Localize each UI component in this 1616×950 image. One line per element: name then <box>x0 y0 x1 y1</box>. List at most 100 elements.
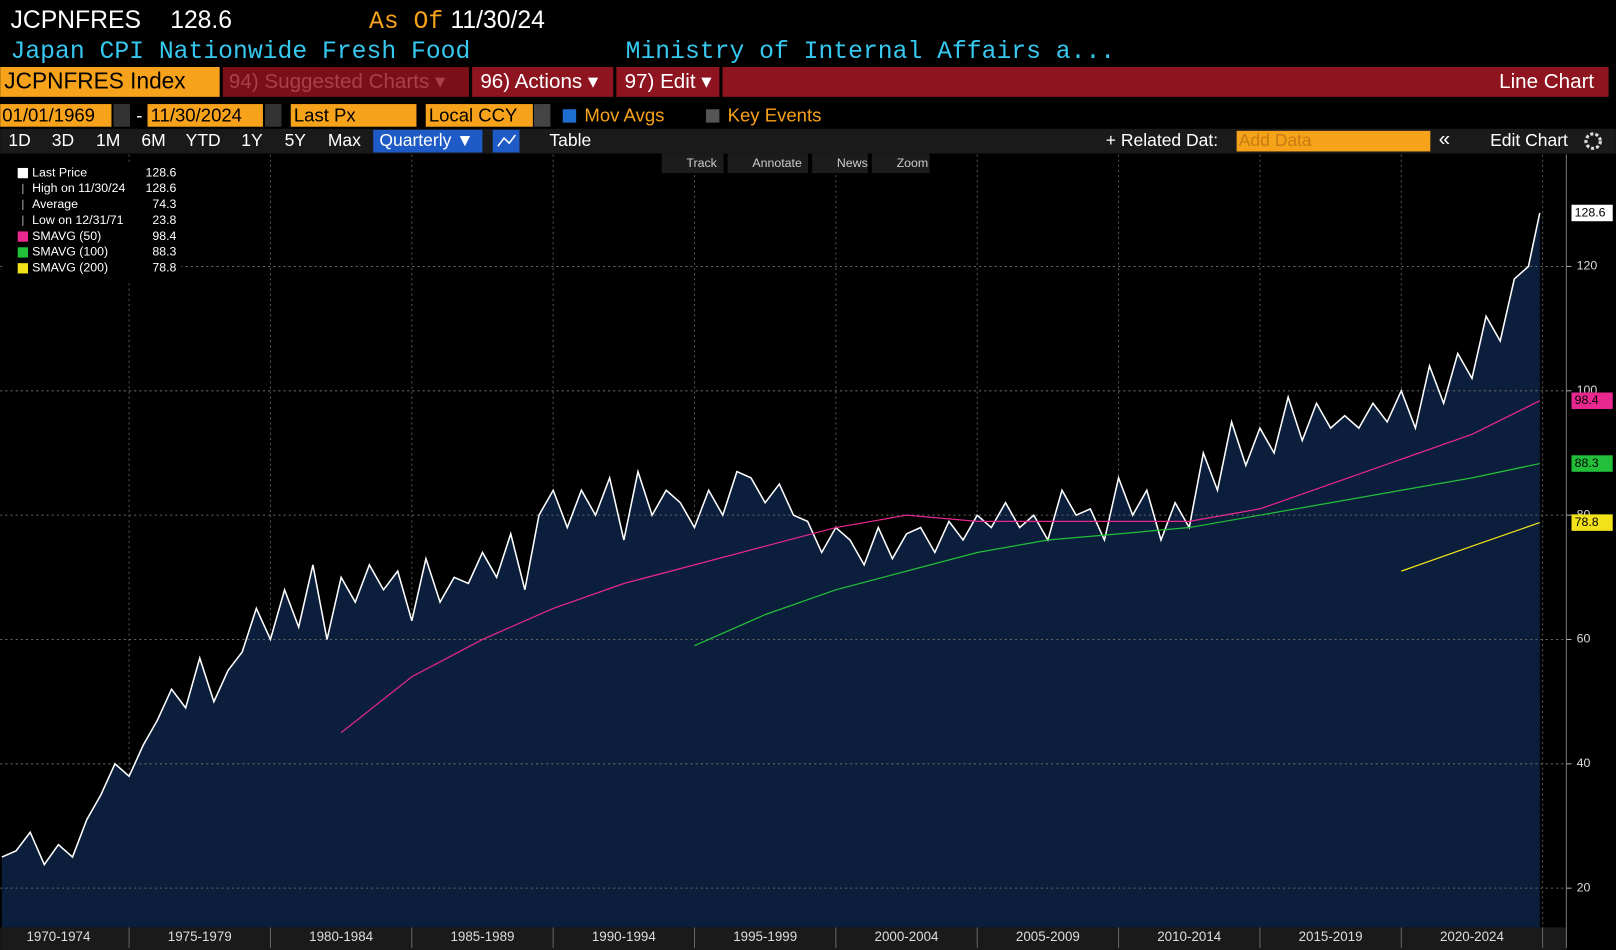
currency-select[interactable] <box>425 104 533 127</box>
legend-swatch <box>17 231 29 242</box>
series-line <box>1 212 1541 867</box>
legend-swatch <box>17 247 29 258</box>
series-line <box>1401 522 1540 572</box>
y-tick-label: 60 <box>1577 632 1591 646</box>
chart-type: Line Chart <box>1499 70 1594 93</box>
price-tag <box>1571 392 1613 409</box>
collapse-button[interactable]: « <box>1439 128 1450 151</box>
area-fill <box>1 212 1540 928</box>
legend-value: 128.6 <box>145 165 176 179</box>
end-date-field[interactable] <box>147 104 263 127</box>
x-tick-label: 2020-2024 <box>1440 929 1505 944</box>
price-tag-label: 78.8 <box>1575 515 1599 529</box>
chart-icon-glyph <box>497 134 516 147</box>
key-events-label: Key Events <box>728 104 822 125</box>
y-tick-label: 120 <box>1577 259 1598 273</box>
tool-button[interactable] <box>661 153 724 174</box>
security-name: Japan CPI Nationwide Fresh Food <box>10 38 470 66</box>
y-tick-label: 20 <box>1577 880 1591 894</box>
period-button[interactable]: 5Y <box>285 130 307 150</box>
legend-label: SMAVG (50) <box>32 229 101 243</box>
start-date: 01/01/1969 <box>2 104 95 125</box>
tool-button[interactable] <box>812 153 868 174</box>
last-price: 128.6 <box>170 7 232 34</box>
dropdown-arrow[interactable] <box>533 104 551 127</box>
edit-button[interactable] <box>616 66 720 97</box>
frequency-text: Quarterly ▼ <box>379 130 473 150</box>
currency-text: Local CCY <box>429 104 518 125</box>
y-tick-label: 40 <box>1577 756 1591 770</box>
x-tick-label: 2015-2019 <box>1299 929 1363 944</box>
tool-button[interactable] <box>727 153 808 174</box>
period-button[interactable]: 6M <box>141 130 165 150</box>
actions-text: 96) Actions ▾ <box>480 70 599 93</box>
as-of-label: As Of <box>369 8 443 36</box>
tool-label: Zoom <box>897 156 929 170</box>
period-button[interactable]: Max <box>328 130 361 150</box>
security-field[interactable] <box>0 66 220 97</box>
edit-chart-button[interactable]: Edit Chart <box>1490 130 1568 150</box>
legend-value: 78.8 <box>152 261 176 275</box>
legend: Last Price 128.6 High on 11/30/24 128.6 Aver… <box>2 162 182 281</box>
legend-value: 128.6 <box>145 181 176 195</box>
legend-value: 74.3 <box>152 197 176 211</box>
field-select[interactable] <box>290 104 417 127</box>
legend-swatch <box>17 263 29 274</box>
legend-label: Low on 12/31/71 <box>32 213 124 227</box>
tool-button[interactable] <box>871 153 930 174</box>
x-tick-label: 1980-1984 <box>309 929 374 944</box>
suggested-button[interactable] <box>222 66 470 97</box>
legend-value: 98.4 <box>152 229 176 243</box>
ticker: JCPNFRES <box>10 7 140 34</box>
legend-label: Average <box>32 197 78 211</box>
mov-avgs-checkbox[interactable] <box>562 109 577 123</box>
actions-button[interactable] <box>472 66 614 97</box>
legend-value: 23.8 <box>152 213 176 227</box>
x-tick-label: 1995-1999 <box>733 929 797 944</box>
x-axis-band <box>0 927 1567 950</box>
x-tick-label: 1975-1979 <box>168 929 232 944</box>
calendar-icon[interactable] <box>264 104 282 127</box>
settings-gear[interactable] <box>1584 132 1602 150</box>
tool-label: News <box>837 156 868 170</box>
price-tag <box>1571 455 1613 472</box>
period-button[interactable]: 1M <box>96 130 120 150</box>
period-button[interactable]: 1D <box>8 130 30 150</box>
legend-label: Last Price <box>32 165 87 179</box>
legend-label: SMAVG (100) <box>32 245 108 259</box>
security-text: JCPNFRES Index <box>4 67 186 93</box>
series-line <box>340 400 1541 734</box>
start-date-field[interactable] <box>0 104 112 127</box>
mov-avgs-label: Mov Avgs <box>584 104 664 125</box>
x-tick-label: 1985-1989 <box>450 929 514 944</box>
related-data[interactable]: + Related Dat: <box>1106 130 1218 150</box>
frequency-button[interactable] <box>373 129 483 153</box>
period-button[interactable]: 1Y <box>241 130 263 150</box>
legend-label: SMAVG (200) <box>32 261 108 275</box>
price-tag-label: 98.4 <box>1575 393 1599 407</box>
period-button[interactable]: 3D <box>52 130 74 150</box>
period-button[interactable]: YTD <box>186 130 221 150</box>
add-data-field[interactable] <box>1236 130 1431 152</box>
price-tag-label: 88.3 <box>1575 456 1599 470</box>
key-events-checkbox[interactable] <box>705 109 720 123</box>
x-tick-label: 2010-2014 <box>1157 929 1222 944</box>
x-tick-label: 1990-1994 <box>592 929 657 944</box>
legend-box <box>2 162 182 281</box>
legend-label: High on 11/30/24 <box>32 181 125 195</box>
legend-swatch <box>17 167 29 179</box>
title-bar <box>722 66 1609 97</box>
x-tick-label: 1970-1974 <box>26 929 91 944</box>
tool-label: Track <box>686 156 717 170</box>
tool-label: Annotate <box>752 156 802 170</box>
legend-value: 88.3 <box>152 245 176 259</box>
x-tick-label: 2000-2004 <box>875 929 940 944</box>
edit-text: 97) Edit ▾ <box>625 70 713 93</box>
series-line <box>694 462 1540 647</box>
add-data-placeholder: Add Data <box>1239 130 1312 150</box>
calendar-icon[interactable] <box>113 104 131 127</box>
table-button[interactable]: Table <box>549 130 591 150</box>
suggested-text: 94) Suggested Charts ▾ <box>229 70 446 93</box>
